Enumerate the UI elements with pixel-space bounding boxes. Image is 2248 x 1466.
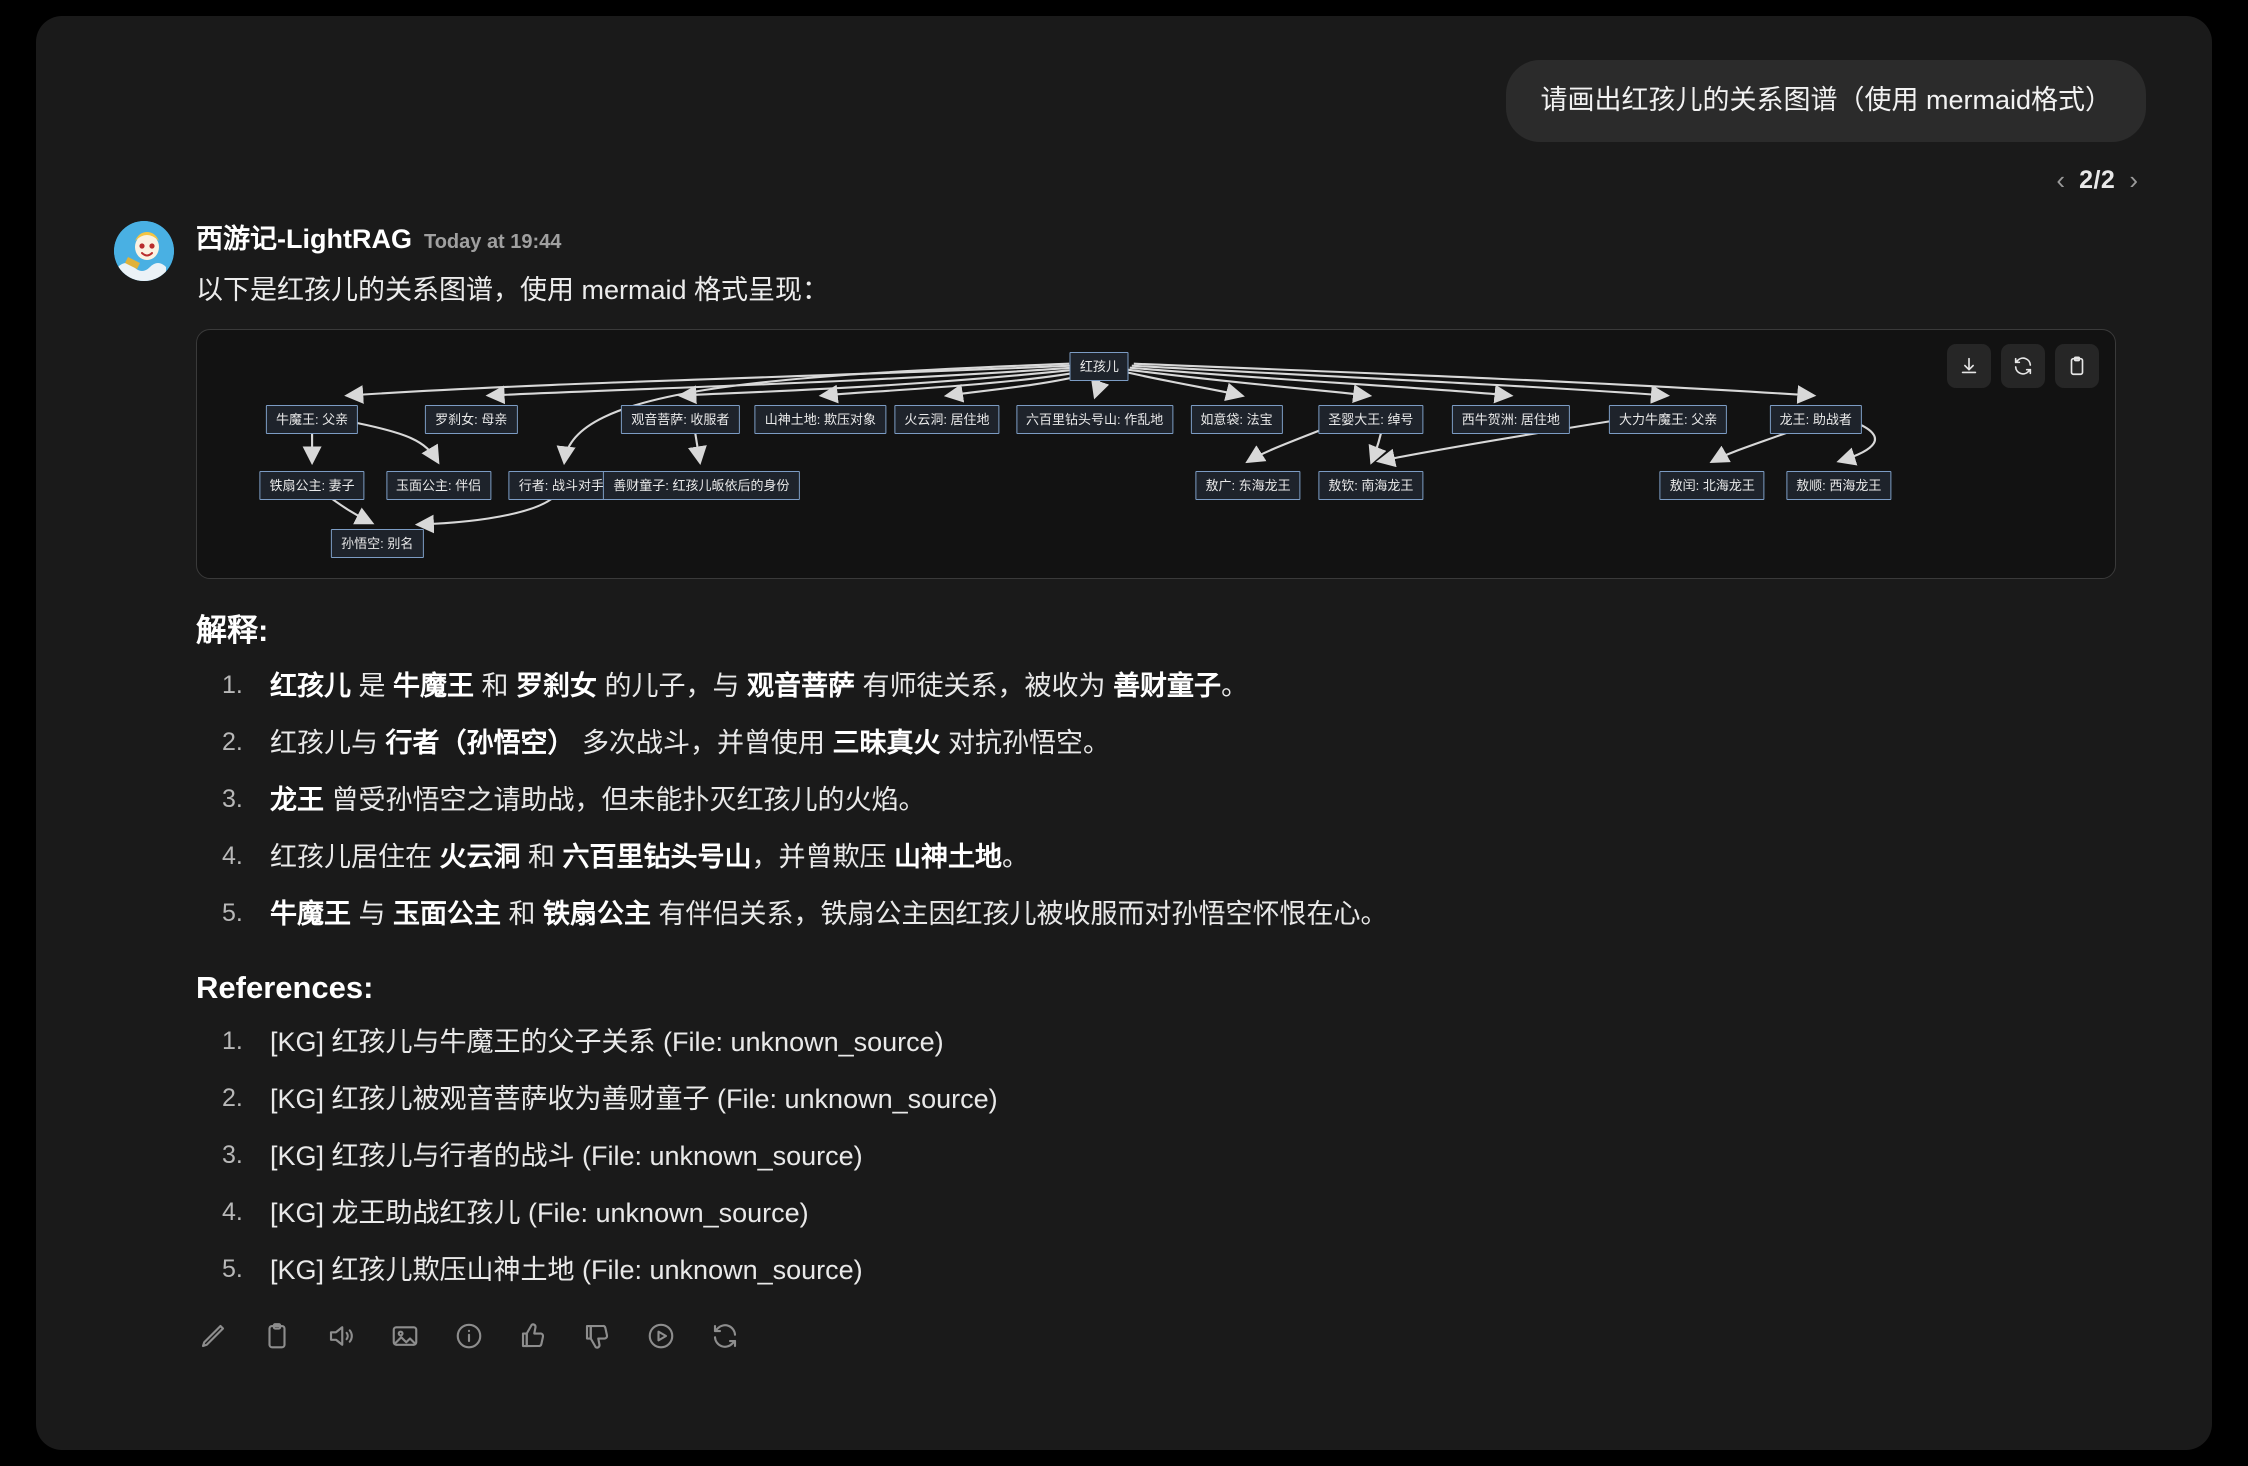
graph-node-n3[interactable]: 观音菩萨: 收服者 (621, 405, 740, 435)
refresh-icon[interactable] (710, 1321, 740, 1351)
graph-node-m4[interactable]: 善财童子: 红孩儿皈依后的身份 (603, 470, 800, 500)
references-heading: References: (196, 969, 374, 1005)
assistant-intro-text: 以下是红孩儿的关系图谱，使用 mermaid 格式呈现： (196, 274, 830, 305)
chat-window: 请画出红孩儿的关系图谱（使用 mermaid格式） ‹ 2/2 › 西游记-Li… (36, 16, 2212, 1450)
assistant-body: 西游记-LightRAG Today at 19:44 以下是红孩儿的关系图谱，… (196, 217, 2212, 1351)
graph-node-n4[interactable]: 山神土地: 欺压对象 (754, 405, 886, 435)
refresh-icon[interactable] (2001, 343, 2045, 388)
message-pagination: ‹ 2/2 › (36, 142, 2212, 195)
diagram-toolbar (1947, 343, 2099, 388)
thumbs-down-icon[interactable] (582, 1321, 612, 1351)
graph-node-n2[interactable]: 罗刹女: 母亲 (425, 405, 518, 435)
graph-node-root[interactable]: 红孩儿 (1069, 351, 1129, 381)
list-item: [KG] 红孩儿与牛魔王的父子关系 (File: unknown_source) (222, 1023, 944, 1059)
list-item: [KG] 红孩儿与行者的战斗 (File: unknown_source) (222, 1137, 863, 1173)
mermaid-diagram-panel: 红孩儿 牛魔王: 父亲 罗刹女: 母亲 观音菩萨: 收服者 山神土地: 欺压对象… (196, 328, 2116, 579)
graph-canvas: 红孩儿 牛魔王: 父亲 罗刹女: 母亲 观音菩萨: 收服者 山神土地: 欺压对象… (197, 330, 2115, 578)
assistant-message: 西游记-LightRAG Today at 19:44 以下是红孩儿的关系图谱，… (36, 195, 2212, 1351)
graph-node-n6[interactable]: 六百里钻头号山: 作乱地 (1015, 405, 1174, 435)
graph-node-m6[interactable]: 敖钦: 南海龙王 (1318, 470, 1424, 500)
list-item: 红孩儿居住在 火云洞 和 六百里钻头号山，并曾欺压 山神土地。 (222, 838, 1030, 874)
pagination-next-icon[interactable]: › (2129, 165, 2138, 196)
graph-node-n8[interactable]: 圣婴大王: 绰号 (1318, 405, 1424, 435)
graph-node-m5[interactable]: 敖广: 东海龙王 (1195, 470, 1301, 500)
thumbs-up-icon[interactable] (518, 1321, 548, 1351)
user-message-bubble: 请画出红孩儿的关系图谱（使用 mermaid格式） (1506, 60, 2146, 142)
graph-node-m1[interactable]: 铁扇公主: 妻子 (259, 470, 365, 500)
user-message-row: 请画出红孩儿的关系图谱（使用 mermaid格式） (36, 16, 2212, 142)
graph-node-m8[interactable]: 敖顺: 西海龙王 (1786, 470, 1892, 500)
avatar[interactable] (114, 220, 174, 281)
message-action-bar (196, 1299, 2116, 1351)
graph-node-n11[interactable]: 龙王: 助战者 (1769, 405, 1862, 435)
list-item: 龙王 曾受孙悟空之请助战，但未能扑灭红孩儿的火焰。 (222, 781, 926, 817)
graph-node-m3[interactable]: 行者: 战斗对手 (508, 470, 615, 500)
assistant-name: 西游记-LightRAG (196, 223, 412, 254)
speaker-icon[interactable] (326, 1321, 356, 1351)
list-item: 红孩儿与 行者（孙悟空） 多次战斗，并曾使用 三昧真火 对抗孙悟空。 (222, 724, 1111, 760)
graph-node-n1[interactable]: 牛魔王: 父亲 (265, 405, 359, 435)
graph-node-b1[interactable]: 孙悟空: 别名 (331, 529, 424, 559)
references-list: [KG] 红孩儿与牛魔王的父子关系 (File: unknown_source)… (214, 1014, 2116, 1300)
image-icon[interactable] (390, 1321, 420, 1351)
explanation-heading: 解释: (196, 612, 269, 648)
graph-node-n5[interactable]: 火云洞: 居住地 (894, 405, 1000, 435)
graph-node-m2[interactable]: 玉面公主: 伴侣 (386, 470, 492, 500)
assistant-header: 西游记-LightRAG Today at 19:44 (196, 217, 2116, 256)
play-circle-icon[interactable] (646, 1321, 676, 1351)
pagination-prev-icon[interactable]: ‹ (2056, 165, 2066, 196)
pagination-count: 2/2 (2079, 165, 2116, 194)
graph-node-n7[interactable]: 如意袋: 法宝 (1190, 405, 1283, 435)
graph-node-m7[interactable]: 敖闰: 北海龙王 (1659, 470, 1765, 500)
graph-edges (302, 362, 1876, 534)
list-item: 牛魔王 与 玉面公主 和 铁扇公主 有伴侣关系，铁扇公主因红孩儿被收服而对孙悟空… (222, 895, 1388, 931)
info-icon[interactable] (454, 1321, 484, 1351)
list-item: [KG] 红孩儿欺压山神土地 (File: unknown_source) (222, 1251, 863, 1287)
explanation-list: 红孩儿 是 牛魔王 和 罗刹女 的儿子，与 观音菩萨 有师徒关系，被收为 善财童… (214, 658, 2116, 944)
list-item: [KG] 红孩儿被观音菩萨收为善财童子 (File: unknown_sourc… (222, 1080, 998, 1116)
clipboard-icon[interactable] (262, 1321, 292, 1351)
graph-node-n10[interactable]: 大力牛魔王: 父亲 (1608, 405, 1728, 435)
list-item: [KG] 龙王助战红孩儿 (File: unknown_source) (222, 1194, 809, 1230)
download-icon[interactable] (1947, 343, 1991, 388)
edit-pencil-icon[interactable] (198, 1321, 228, 1351)
message-timestamp: Today at 19:44 (423, 230, 562, 253)
graph-node-n9[interactable]: 西牛贺洲: 居住地 (1451, 405, 1570, 435)
clipboard-icon[interactable] (2055, 343, 2099, 388)
list-item: 红孩儿 是 牛魔王 和 罗刹女 的儿子，与 观音菩萨 有师徒关系，被收为 善财童… (222, 667, 1249, 703)
